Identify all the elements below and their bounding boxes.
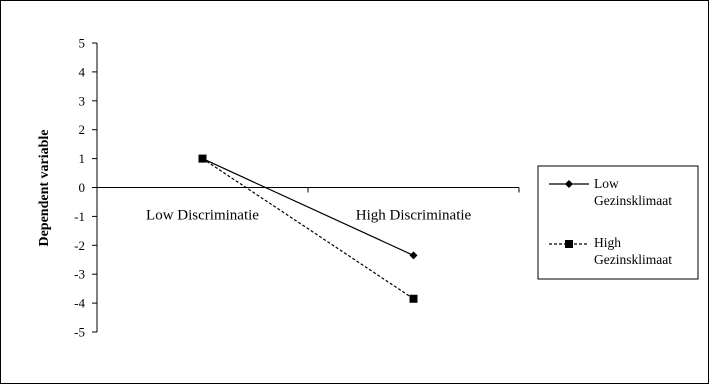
series-group <box>198 154 418 303</box>
x-axis-ticks <box>96 187 520 193</box>
y-tick-label: 5 <box>79 36 86 51</box>
category-label-low-discriminatie: Low Discriminatie <box>146 208 259 224</box>
series-line-high-gezinsklimaat <box>202 158 414 300</box>
y-tick-label: 4 <box>79 64 86 79</box>
legend-box <box>537 165 699 280</box>
y-tick-label: 1 <box>79 151 86 166</box>
data-point-low-gezinsklimaat <box>409 251 418 260</box>
data-point-high-gezinsklimaat <box>198 154 207 163</box>
legend-label-low-line1: Low <box>594 176 619 191</box>
legend: Low Gezinsklimaat High Gezinsklimaat <box>537 165 699 280</box>
data-point-high-gezinsklimaat <box>409 294 418 303</box>
legend-label-high-line1: High <box>594 235 621 250</box>
legend-marker-square <box>565 240 573 248</box>
y-tick-label: -1 <box>74 209 85 224</box>
legend-marker-diamond <box>565 180 573 188</box>
y-tick-label: 0 <box>79 180 86 195</box>
legend-label-high-line2: Gezinsklimaat <box>594 252 672 267</box>
y-tick-label: -2 <box>74 238 85 253</box>
y-tick-label: -5 <box>74 325 85 340</box>
y-axis-ticks: 5 4 3 2 1 0 -1 -2 -3 -4 -5 <box>74 36 97 340</box>
y-axis-title: Dependent variable <box>37 129 52 246</box>
series-line-low-gezinsklimaat <box>202 158 414 256</box>
y-tick-label: -3 <box>74 267 85 282</box>
y-tick-label: -4 <box>74 296 85 311</box>
y-tick-label: 3 <box>79 93 86 108</box>
category-label-high-discriminatie: High Discriminatie <box>356 208 472 224</box>
y-tick-label: 2 <box>79 122 86 137</box>
legend-label-low-line2: Gezinsklimaat <box>594 193 672 208</box>
